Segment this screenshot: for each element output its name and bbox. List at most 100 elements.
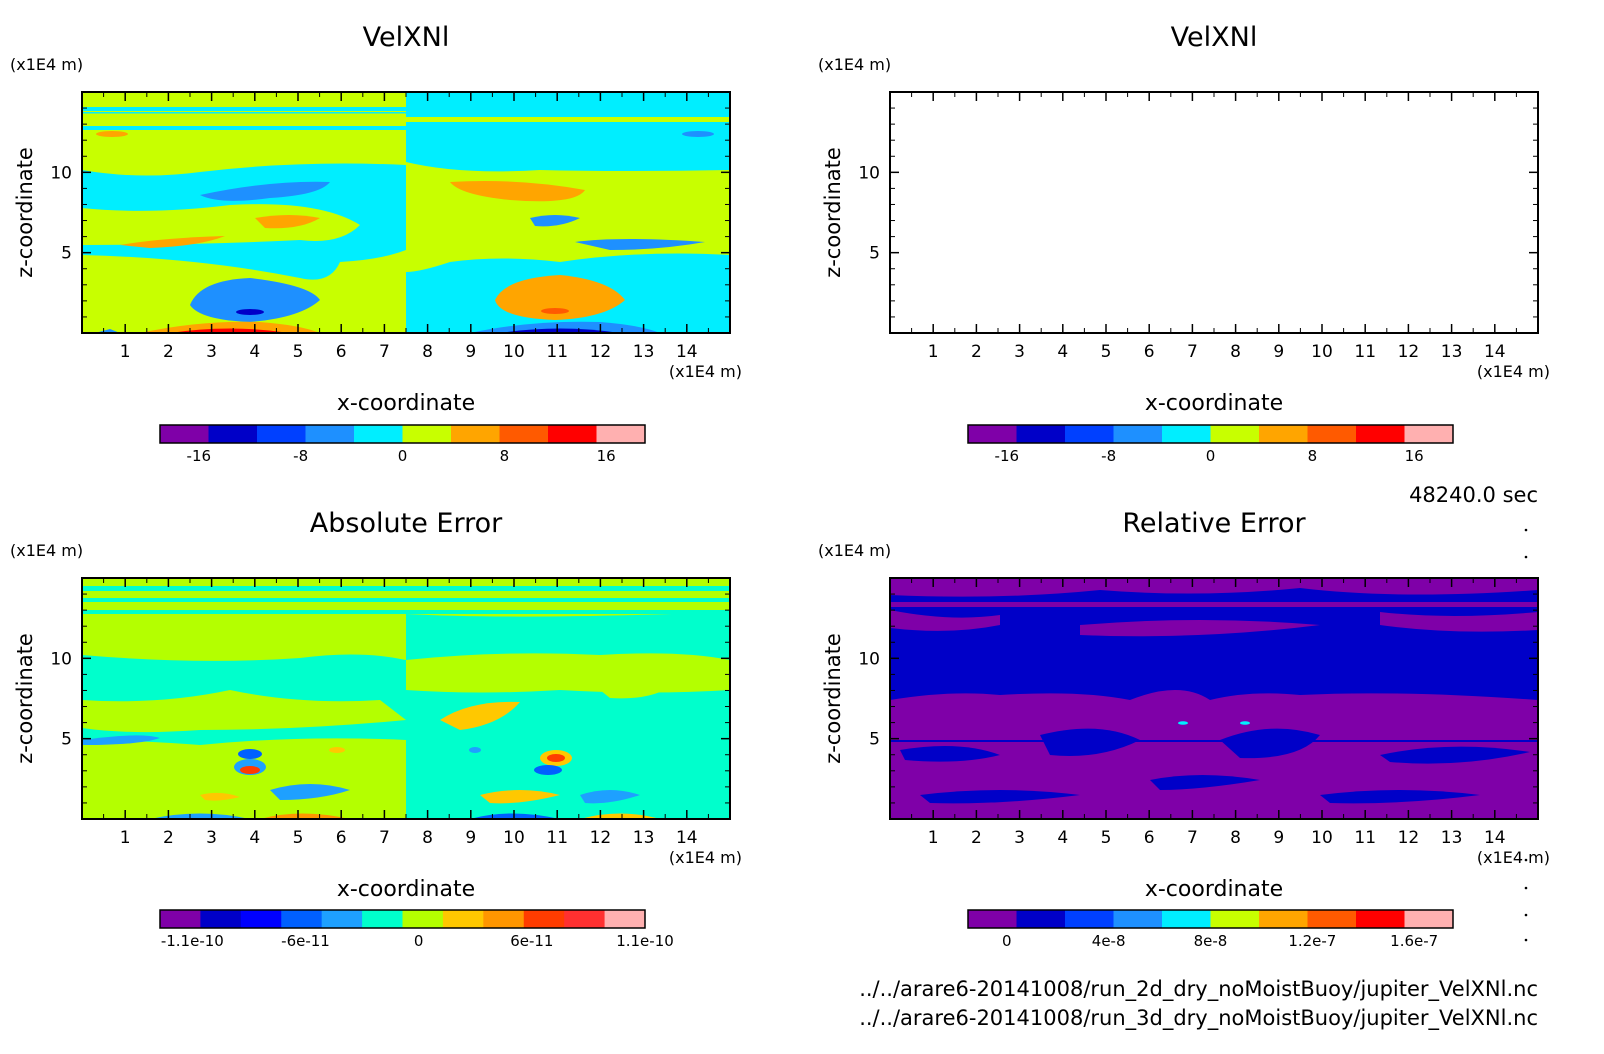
p3-colorbar-tick-label: 4e-8 [1092,932,1126,950]
p1-x-tick-label: 12 [1398,342,1420,362]
p0-y-axis-label: z-coordinate [13,147,37,278]
p2-x-tick-label: 11 [546,828,568,848]
contour-field [82,578,730,819]
p0-x-tick-label: 2 [163,342,174,362]
p1-colorbar-swatch [1065,425,1114,443]
p3-colorbar-swatch [1016,910,1066,928]
p2-colorbar-swatch [604,910,646,928]
p1-colorbar-tick-label: -8 [1101,447,1116,465]
p0-colorbar-swatch [354,425,403,443]
p3-colorbar-swatch [1113,910,1163,928]
p1-y-tick-label: 5 [869,244,880,264]
file-path-2d: ../../arare6-20141008/run_2d_dry_noMoist… [859,977,1538,1002]
p1-colorbar-swatch [1307,425,1357,443]
p1-colorbar-frame [967,424,1454,444]
p3-colorbar-tick-label: 1.2e-7 [1288,932,1336,950]
contour-field [82,92,730,333]
p2-y-axis-label: z-coordinate [13,633,37,764]
p3-x-tick-label: 2 [971,828,982,848]
p2-colorbar-frame [159,909,646,929]
p2-x-tick-label: 8 [422,828,433,848]
p3-colorbar-swatch [968,910,1017,928]
p2-x-tick-label: 10 [503,828,525,848]
p2-colorbar-swatch [483,910,525,928]
p0-colorbar-swatch [596,425,646,443]
p3-x-tick-label: 5 [1101,828,1112,848]
p0-x-tick-label: 6 [336,342,347,362]
p2-x-tick-label: 1 [120,828,131,848]
p2-colorbar-swatch [240,910,282,928]
p3-y-axis-label: z-coordinate [821,633,845,764]
p3-x-tick-label: 12 [1398,828,1420,848]
p1-x-tick-label: 6 [1144,342,1155,362]
p2-colorbar-tick-label: 1.1e-10 [616,932,674,950]
p1-x-tick-label: 9 [1273,342,1284,362]
p3-colorbar-swatch [1162,910,1211,928]
p0-colorbar-swatch [257,425,306,443]
p1-colorbar-tick-label: 16 [1405,447,1424,465]
stray-dot [1524,528,1528,532]
contour-field [890,578,1538,819]
p3-x-tick-label: 11 [1354,828,1376,848]
p1-x-tick-label: 1 [928,342,939,362]
p3-x-tick-label: 9 [1273,828,1284,848]
panel-velxnl-right [889,91,1539,334]
p1-chart-title: VelXNl [1171,22,1258,53]
p0-x-tick-label: 13 [633,342,655,362]
p3-x-tick-label: 7 [1187,828,1198,848]
p0-colorbar-swatch [160,425,209,443]
p2-x-tick-label: 2 [163,828,174,848]
stray-dot [1524,886,1528,890]
p1-x-tick-label: 3 [1014,342,1025,362]
p1-colorbar-swatch [1162,425,1211,443]
p0-colorbar-tick-label: 8 [500,447,510,465]
p3-x-axis-label: x-coordinate [1145,877,1283,902]
stray-dot [1524,938,1528,942]
p1-y-tick-label: 10 [858,163,880,183]
timestamp-label: 48240.0 sec [1409,483,1538,507]
p2-x-tick-label: 7 [379,828,390,848]
p3-colorbar-tick-label: 1.6e-7 [1390,932,1438,950]
p3-colorbar-swatch [1210,910,1260,928]
p3-y-tick-label: 5 [869,730,880,750]
p0-colorbar-swatch [208,425,258,443]
p2-colorbar-swatch [564,910,606,928]
p2-x-tick-label: 13 [633,828,655,848]
p2-x-tick-label: 4 [249,828,260,848]
p3-colorbar-swatch [1404,910,1454,928]
panel-relative-error [889,577,1539,820]
p0-y-tick-label: 5 [61,244,72,264]
p3-x-unit-label: (x1E4 m) [1477,848,1550,867]
p0-colorbar-tick-label: -16 [187,447,212,465]
p2-colorbar-swatch [200,910,242,928]
p0-x-axis-label: x-coordinate [337,391,475,416]
p2-chart-title: Absolute Error [310,508,503,539]
p1-x-tick-label: 8 [1230,342,1241,362]
p3-colorbar-tick-label: 0 [1002,932,1012,950]
p2-x-unit-label: (x1E4 m) [669,848,742,867]
p1-x-unit-label: (x1E4 m) [1477,362,1550,381]
p3-x-tick-label: 6 [1144,828,1155,848]
p1-x-tick-label: 13 [1441,342,1463,362]
p2-y-tick-label: 10 [50,649,72,669]
p1-x-tick-label: 4 [1057,342,1068,362]
p0-y-tick-label: 10 [50,163,72,183]
p1-x-tick-label: 2 [971,342,982,362]
p1-y-unit-label: (x1E4 m) [818,55,891,74]
p3-colorbar-swatch [1356,910,1405,928]
p1-colorbar-tick-label: 8 [1308,447,1318,465]
p1-x-tick-label: 10 [1311,342,1333,362]
p0-colorbar-swatch [499,425,549,443]
p1-colorbar-swatch [1210,425,1260,443]
p0-x-tick-label: 7 [379,342,390,362]
p2-x-tick-label: 12 [590,828,612,848]
p0-x-tick-label: 8 [422,342,433,362]
p0-colorbar-swatch [402,425,452,443]
p2-colorbar-swatch [402,910,444,928]
p0-colorbar-tick-label: 16 [597,447,616,465]
p3-x-tick-label: 10 [1311,828,1333,848]
p1-colorbar-tick-label: -16 [995,447,1020,465]
p0-colorbar-tick-label: 0 [398,447,408,465]
p1-colorbar-swatch [968,425,1017,443]
p1-colorbar-swatch [1259,425,1308,443]
